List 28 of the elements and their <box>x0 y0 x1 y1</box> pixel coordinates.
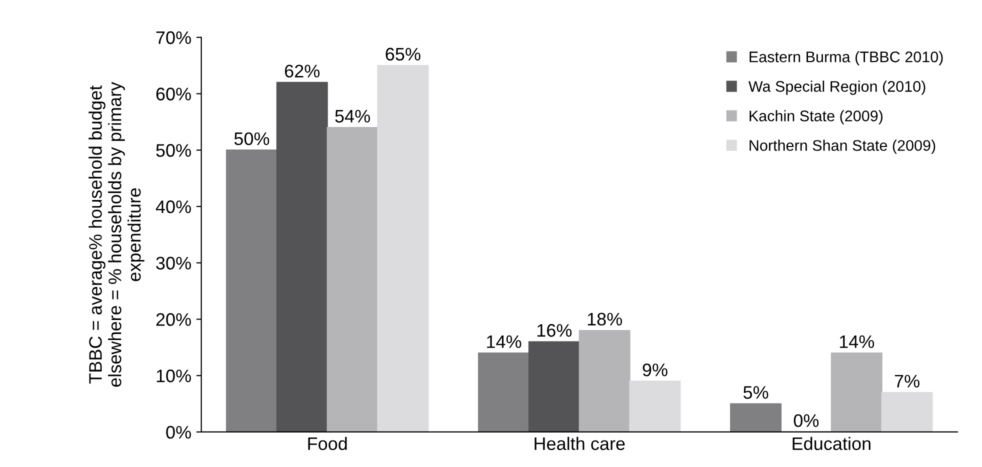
legend-label: Kachin State (2009) <box>750 110 883 124</box>
x-tick-label: Health care <box>534 436 625 450</box>
data-label: 0% <box>794 414 819 428</box>
data-label: 5% <box>743 386 768 399</box>
data-label: 54% <box>335 110 370 123</box>
data-label: 65% <box>386 48 420 61</box>
legend-label: Wa Special Region (2010) <box>748 80 926 95</box>
y-tick-label: 40% <box>156 200 191 214</box>
data-label: 18% <box>588 312 622 326</box>
data-label: 9% <box>642 363 668 376</box>
data-label: 16% <box>537 324 572 337</box>
y-tick-label: 20% <box>156 313 191 326</box>
y-tick-label: 0% <box>166 426 191 439</box>
y-tick-label: 30% <box>156 256 191 270</box>
legend-label: Eastern Burma (TBBC 2010) <box>750 51 943 66</box>
y-tick-label: 10% <box>156 370 191 382</box>
y-tick-label: 70% <box>156 31 191 44</box>
legend-label: Northern Shan State (2009) <box>750 140 936 154</box>
data-label: 14% <box>487 335 522 348</box>
x-tick-label: Education <box>792 436 870 450</box>
y-tick-label: 60% <box>156 88 191 100</box>
data-label: 14% <box>840 335 874 348</box>
x-tick-label: Food <box>308 436 347 450</box>
y-tick-label: 50% <box>156 144 191 157</box>
data-label: 62% <box>284 64 320 78</box>
data-label: 50% <box>234 132 270 146</box>
data-label: 7% <box>894 374 920 388</box>
y-axis-title: TBBC = average% household budget elsewhere = % households by primary expenditure <box>88 82 144 387</box>
